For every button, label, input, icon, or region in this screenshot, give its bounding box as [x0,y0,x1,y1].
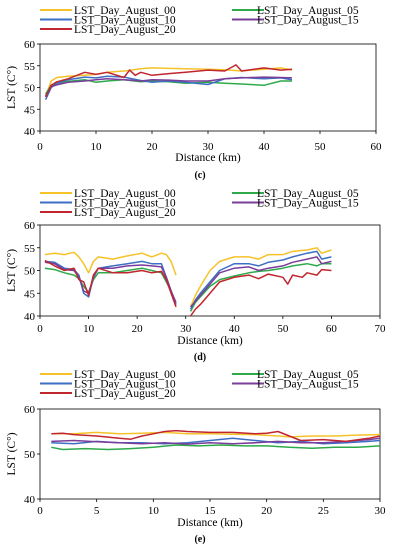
x-axis-label: Distance (km) [177,335,243,347]
x-tick-label: 60 [371,141,383,153]
x-tick-label: 40 [229,323,241,335]
legend-label-August_20: LST_Day_August_20 [74,207,176,219]
legend-label-August_20: LST_Day_August_20 [74,388,176,400]
y-tick-label: 55 [24,61,36,73]
y-tick-label: 50 [24,83,36,95]
x-tick-label: 50 [315,141,327,153]
legend-label-August_15: LST_Day_August_15 [257,198,359,210]
y-tick-label: 50 [24,266,36,278]
series-line-August_05 [189,262,332,312]
y-axis-label: LST (C°) [6,66,18,109]
y-tick-label: 40 [24,311,36,323]
legend-label-August_00: LST_Day_August_00 [74,369,176,381]
legend-label-August_15: LST_Day_August_15 [257,15,359,27]
series-line-August_20 [51,429,381,443]
chart-panel-0: LST_Day_August_00 LST_Day_August_05LST_Da… [6,5,382,181]
legend-label-August_20: LST_Day_August_20 [74,24,176,36]
y-tick-label: 45 [24,288,36,300]
series-line-August_15 [51,437,381,445]
legend-label-August_10: LST_Day_August_10 [74,198,176,210]
x-tick-label: 0 [37,505,43,517]
x-tick-label: 10 [91,141,103,153]
x-tick-label: 60 [326,323,338,335]
x-tick-label: 10 [83,323,95,335]
y-tick-label: 60 [24,404,36,416]
chart-panel-2: LST_Day_August_00 LST_Day_August_05LST_Da… [6,369,386,545]
series-line-August_20 [44,64,293,98]
x-tick-label: 70 [375,323,387,335]
x-tick-label: 30 [203,141,215,153]
x-tick-label: 10 [148,505,160,517]
x-tick-label: 15 [205,505,217,517]
series-line-August_00 [51,431,381,438]
y-axis-label: LST (C°) [6,249,18,292]
legend-label-August_10: LST_Day_August_10 [74,15,176,27]
x-tick-label: 20 [132,323,144,335]
x-tick-label: 5 [94,505,100,517]
plot-frame [39,43,377,132]
x-tick-label: 0 [37,141,43,153]
x-axis-label: Distance (km) [177,517,243,529]
x-tick-label: 20 [147,141,159,153]
legend-label-August_05: LST_Day_August_05 [257,188,359,200]
y-tick-label: 40 [24,494,36,506]
series-line-August_10 [189,250,332,310]
x-axis-label: Distance (km) [175,152,241,164]
series-line-August_15 [44,76,293,97]
y-axis-label: LST (C°) [6,432,18,475]
panel-label: (e) [194,534,205,545]
series-line-August_20 [44,259,177,308]
y-tick-label: 40 [24,126,36,138]
series-line-August_20 [189,268,332,317]
series-line-August_05 [44,267,177,305]
y-tick-label: 60 [24,220,36,232]
series-line-August_05 [51,444,381,451]
x-tick-label: 0 [37,323,43,335]
x-tick-label: 30 [180,323,192,335]
y-tick-label: 55 [24,243,36,255]
series-line-August_00 [44,251,177,276]
x-tick-label: 50 [277,323,289,335]
panel-label: (c) [194,170,205,181]
series-line-August_15 [190,256,332,308]
plot-frame [39,408,381,500]
series-line-August_00 [189,247,332,308]
y-tick-label: 50 [24,449,36,461]
legend-label-August_15: LST_Day_August_15 [257,379,359,391]
legend-label-August_00: LST_Day_August_00 [74,5,176,17]
legend-label-August_05: LST_Day_August_05 [257,5,359,17]
x-tick-label: 25 [318,505,330,517]
x-tick-label: 40 [259,141,271,153]
legend-label-August_00: LST_Day_August_00 [74,188,176,200]
chart-panel-1: LST_Day_August_00 LST_Day_August_05LST_Da… [6,188,386,363]
y-tick-label: 60 [24,39,36,51]
legend-label-August_05: LST_Day_August_05 [257,369,359,381]
legend-label-August_10: LST_Day_August_10 [74,379,176,391]
x-tick-label: 30 [375,505,387,517]
panel-label: (d) [194,352,206,363]
x-tick-label: 20 [261,505,273,517]
y-tick-label: 45 [24,104,36,116]
